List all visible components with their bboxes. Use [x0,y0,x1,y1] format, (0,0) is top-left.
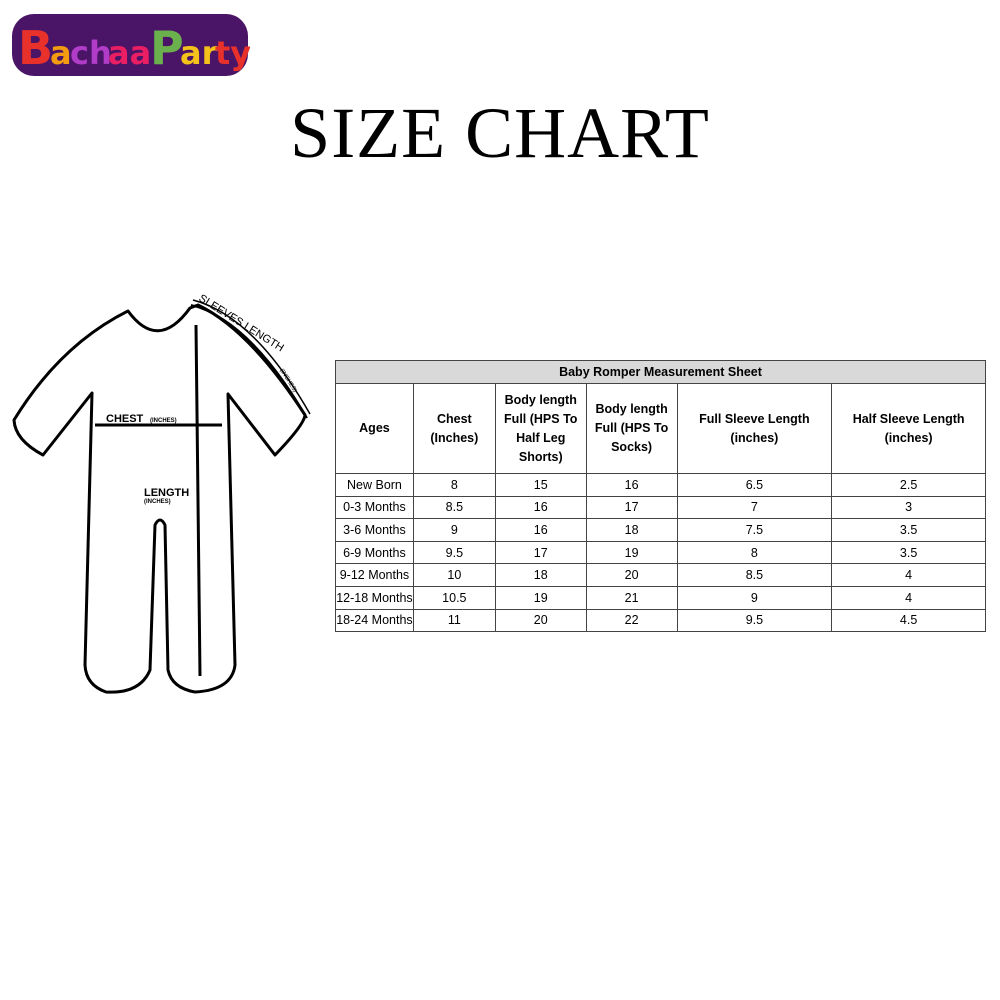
value-cell: 17 [494,540,587,565]
value-cell: 7 [676,495,833,520]
svg-text:ty: ty [215,34,250,72]
value-cell: 8 [412,473,496,497]
value-cell: 6.5 [676,473,833,497]
value-cell: 7.5 [676,518,833,542]
header-half-sleeve: Half Sleeve Length (inches) [831,383,986,474]
value-cell: 11 [412,608,496,633]
value-cell: 3.5 [831,540,986,565]
value-cell: 9.5 [412,540,496,565]
length-unit: (INCHES) [144,499,171,505]
header-body-length-shorts: Body length Full (HPS To Half Leg Shorts… [494,383,587,474]
svg-text:P: P [150,21,184,75]
value-cell: 19 [494,585,587,610]
value-cell: 19 [585,540,678,565]
age-cell: 18-24 Months [335,608,414,633]
table-row: 6-9 Months 9.5 17 19 8 3.5 [335,540,986,565]
value-cell: 4 [831,563,986,587]
length-line [194,324,202,677]
value-cell: 16 [494,518,587,542]
svg-text:a: a [50,34,72,72]
header-full-sleeve: Full Sleeve Length (inches) [676,383,833,474]
table-row: 12-18 Months 10.5 19 21 9 4 [335,585,986,610]
value-cell: 22 [585,608,678,633]
table-caption: Baby Romper Measurement Sheet [335,360,986,384]
value-cell: 8 [676,540,833,565]
value-cell: 9.5 [676,608,833,633]
table-row: 18-24 Months 11 20 22 9.5 4.5 [335,608,986,633]
value-cell: 2.5 [831,473,986,497]
age-cell: New Born [335,473,414,497]
romper-outline [12,303,307,694]
value-cell: 10 [412,563,496,587]
value-cell: 18 [585,518,678,542]
value-cell: 4.5 [831,608,986,633]
table-row: 9-12 Months 10 18 20 8.5 4 [335,563,986,587]
value-cell: 10.5 [412,585,496,610]
measurement-table: Baby Romper Measurement Sheet Ages Chest… [335,360,986,633]
value-cell: 4 [831,585,986,610]
header-chest: Chest (Inches) [412,383,496,474]
svg-text:ar: ar [180,34,218,72]
value-cell: 3.5 [831,518,986,542]
table-row: New Born 8 15 16 6.5 2.5 [335,473,986,497]
age-cell: 0-3 Months [335,495,414,520]
age-cell: 6-9 Months [335,540,414,565]
romper-diagram: SLEEVES LENGTH (INCHES) CHEST (INCHES) L… [12,292,311,694]
svg-text:B: B [18,21,53,75]
value-cell: 20 [494,608,587,633]
age-cell: 9-12 Months [335,563,414,587]
svg-text:aa: aa [108,34,151,72]
bachaa-party-logo: B a ch aa P ar ty [12,14,250,76]
sleeve-line [190,304,308,419]
age-cell: 3-6 Months [335,518,414,542]
value-cell: 18 [494,563,587,587]
sleeve-label: SLEEVES LENGTH [196,292,285,354]
table-row: 0-3 Months 8.5 16 17 7 3 [335,495,986,520]
chest-label: CHEST [106,413,144,425]
chest-unit: (INCHES) [150,418,177,424]
value-cell: 15 [494,473,587,497]
value-cell: 21 [585,585,678,610]
value-cell: 17 [585,495,678,520]
age-cell: 12-18 Months [335,585,414,610]
value-cell: 20 [585,563,678,587]
value-cell: 9 [412,518,496,542]
length-label: LENGTH [144,487,189,499]
table-header-row: Ages Chest (Inches) Body length Full (HP… [335,383,986,474]
svg-text:ch: ch [70,34,112,72]
header-ages: Ages [335,383,414,474]
header-body-length-socks: Body length Full (HPS To Socks) [585,383,678,474]
value-cell: 16 [585,473,678,497]
page-title: SIZE CHART [290,93,710,173]
value-cell: 8.5 [676,563,833,587]
table-row: 3-6 Months 9 16 18 7.5 3.5 [335,518,986,542]
value-cell: 9 [676,585,833,610]
value-cell: 3 [831,495,986,520]
value-cell: 16 [494,495,587,520]
value-cell: 8.5 [412,495,496,520]
